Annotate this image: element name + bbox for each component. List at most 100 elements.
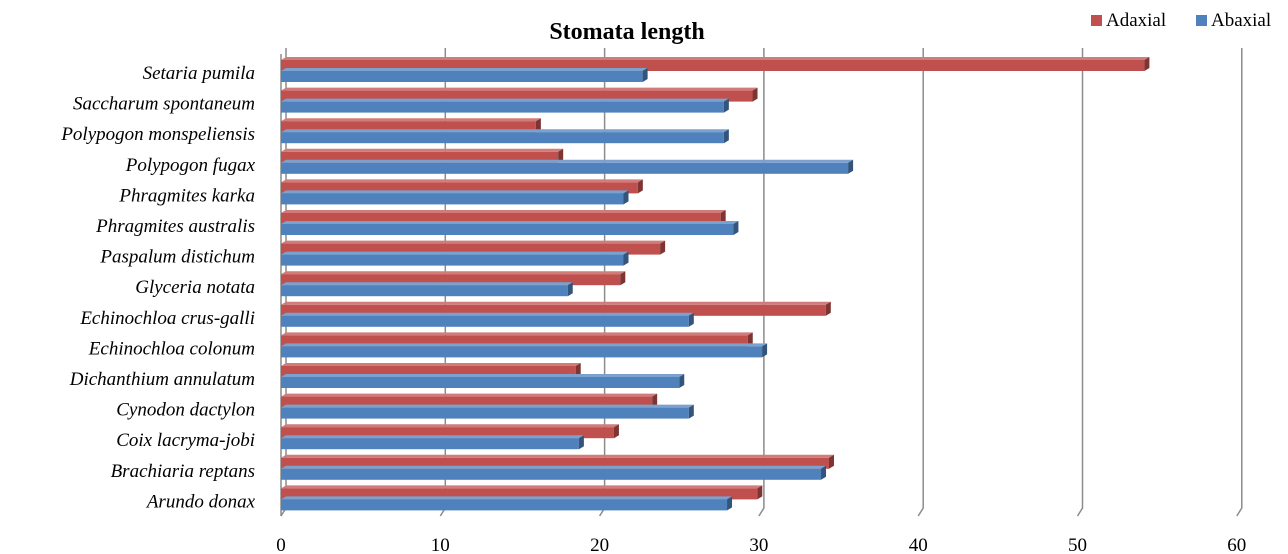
x-tick-label: 0 bbox=[276, 535, 286, 554]
bar-front-face bbox=[281, 457, 829, 469]
bar-top-face bbox=[281, 118, 541, 122]
bar-end-face bbox=[578, 435, 584, 450]
bar-front-face bbox=[281, 151, 559, 163]
bar-front-face bbox=[281, 407, 689, 419]
bar-end-face bbox=[825, 301, 831, 316]
bar-front-face bbox=[281, 71, 643, 82]
bar-end-face bbox=[623, 251, 629, 266]
bar-end-face bbox=[762, 343, 768, 358]
x-tick-label: 40 bbox=[909, 535, 928, 554]
bar-front-face bbox=[281, 243, 661, 255]
bar-end-face bbox=[660, 240, 666, 255]
bar-end-face bbox=[688, 312, 694, 327]
bar-top-face bbox=[281, 179, 643, 183]
bar-adaxial bbox=[281, 210, 726, 224]
bar-end-face bbox=[688, 404, 694, 419]
bar-end-face bbox=[623, 190, 629, 205]
bar-top-face bbox=[281, 240, 666, 244]
bar-front-face bbox=[281, 90, 753, 102]
bar-end-face bbox=[613, 424, 619, 439]
bar-top-face bbox=[281, 210, 726, 213]
bar-abaxial bbox=[281, 404, 694, 419]
gridline bbox=[917, 48, 924, 517]
x-tick-label: 20 bbox=[590, 535, 609, 554]
category-label: Glyceria notata bbox=[135, 277, 255, 298]
category-label: Phragmites australis bbox=[95, 216, 255, 237]
category-label: Arundo donax bbox=[145, 491, 256, 512]
bar-abaxial bbox=[281, 190, 629, 205]
category-label: Dichanthium annulatum bbox=[69, 369, 255, 390]
bar-top-face bbox=[281, 251, 629, 255]
gridline bbox=[1076, 48, 1084, 517]
bar-adaxial bbox=[281, 148, 564, 163]
bar-front-face bbox=[281, 366, 576, 377]
bar-end-face bbox=[575, 363, 581, 377]
bar-front-face bbox=[281, 488, 758, 500]
gridline bbox=[758, 48, 765, 517]
bar-top-face bbox=[281, 312, 694, 316]
bar-top-face bbox=[281, 332, 753, 336]
bar-top-face bbox=[281, 87, 758, 91]
bar-abaxial bbox=[281, 435, 584, 450]
legend: Adaxial Abaxial bbox=[1091, 10, 1271, 31]
bar-end-face bbox=[558, 148, 564, 163]
bar-abaxial bbox=[281, 129, 729, 144]
x-tick-label: 10 bbox=[431, 535, 450, 554]
bar-adaxial bbox=[281, 424, 619, 439]
bar-abaxial bbox=[281, 98, 729, 113]
bar-front-face bbox=[281, 438, 579, 450]
bar-end-face bbox=[821, 465, 827, 480]
category-label: Echinochloa colonum bbox=[88, 338, 255, 359]
bar-top-face bbox=[281, 485, 763, 489]
bar-front-face bbox=[281, 224, 734, 235]
category-label: Polypogon monspeliensis bbox=[60, 124, 255, 145]
bar-front-face bbox=[281, 335, 748, 347]
bar-top-face bbox=[281, 282, 573, 286]
bar-front-face bbox=[281, 285, 568, 297]
bar-front-face bbox=[281, 254, 624, 266]
bar-front-face bbox=[281, 162, 849, 174]
bar-abaxial bbox=[281, 496, 733, 511]
bar-top-face bbox=[281, 148, 564, 152]
bar-front-face bbox=[281, 274, 621, 286]
x-tick-labels: 0 10 20 30 40 50 60 bbox=[276, 535, 1246, 554]
bar-end-face bbox=[727, 496, 733, 511]
bar-top-face bbox=[281, 301, 831, 305]
bar-top-face bbox=[281, 271, 626, 275]
bar-abaxial bbox=[281, 159, 854, 174]
legend-label-adaxial: Adaxial bbox=[1106, 10, 1166, 31]
bar-front-face bbox=[281, 377, 680, 388]
bar-end-face bbox=[620, 271, 626, 286]
bar-end-face bbox=[652, 393, 658, 408]
category-label: Brachiaria reptans bbox=[111, 461, 255, 482]
category-label: Coix lacryma-jobi bbox=[116, 430, 255, 451]
bar-abaxial bbox=[281, 68, 648, 82]
bar-end-face bbox=[733, 221, 739, 235]
category-label: Echinochloa crus-galli bbox=[79, 308, 255, 329]
bar-front-face bbox=[281, 213, 721, 224]
bar-top-face bbox=[281, 374, 685, 377]
bar-front-face bbox=[281, 427, 614, 439]
bar-front-face bbox=[281, 468, 822, 480]
bar-top-face bbox=[281, 424, 619, 428]
bar-adaxial bbox=[281, 301, 831, 316]
bar-end-face bbox=[679, 374, 685, 388]
bars bbox=[281, 57, 1150, 511]
bar-adaxial bbox=[281, 87, 758, 102]
bar-front-face bbox=[281, 101, 724, 113]
bar-top-face bbox=[281, 68, 648, 71]
bar-end-face bbox=[1144, 57, 1150, 71]
bar-end-face bbox=[828, 454, 834, 469]
bar-end-face bbox=[757, 485, 763, 500]
bar-abaxial bbox=[281, 221, 739, 235]
legend-label-abaxial: Abaxial bbox=[1211, 10, 1271, 31]
bar-top-face bbox=[281, 159, 854, 163]
bar-adaxial bbox=[281, 179, 643, 194]
bar-end-face bbox=[752, 87, 758, 102]
bar-front-face bbox=[281, 346, 763, 358]
bar-adaxial bbox=[281, 454, 834, 469]
bar-front-face bbox=[281, 315, 689, 327]
chart-title: Stomata length bbox=[549, 19, 704, 45]
x-tick-label: 60 bbox=[1227, 535, 1246, 554]
bar-top-face bbox=[281, 496, 733, 500]
